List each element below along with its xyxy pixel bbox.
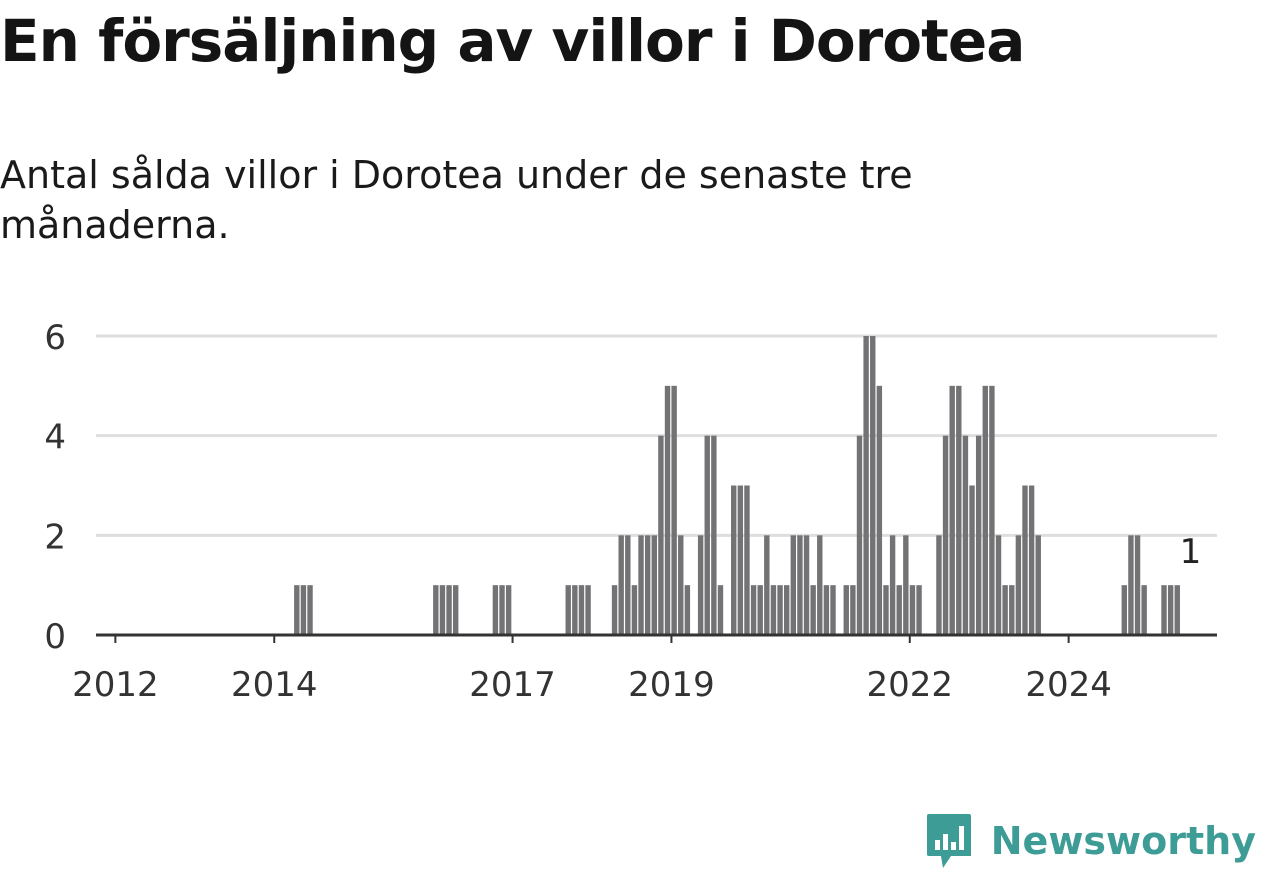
bar [830, 585, 836, 635]
bar [1015, 535, 1022, 635]
bar [711, 435, 717, 635]
y-tick-label: 4 [44, 418, 66, 458]
highlight-value-label: 1 [1180, 532, 1202, 572]
bar [783, 585, 790, 635]
bar [936, 535, 942, 635]
bar [585, 585, 591, 635]
bar [638, 535, 644, 635]
bar [790, 535, 796, 635]
y-tick-label: 0 [44, 617, 66, 657]
bar [300, 585, 307, 635]
bar [731, 485, 737, 635]
bar [704, 435, 710, 635]
bar [744, 485, 750, 635]
bar [658, 435, 664, 635]
bar [492, 585, 499, 635]
bar [439, 585, 446, 635]
bar [823, 585, 830, 635]
bar [803, 535, 810, 635]
bar [989, 385, 995, 635]
bar [678, 535, 684, 635]
bar [1167, 585, 1174, 635]
bar [903, 535, 909, 635]
bar [697, 535, 704, 635]
bar [578, 585, 585, 635]
bar [671, 385, 677, 635]
bar [942, 435, 949, 635]
bar [843, 585, 849, 635]
bar [810, 585, 816, 635]
bar [850, 585, 856, 635]
chart-title: En försäljning av villor i Dorotea [0, 7, 1025, 75]
bar [770, 585, 777, 635]
bar [956, 385, 962, 635]
bar [307, 585, 313, 635]
bar [1028, 485, 1035, 635]
bar [797, 535, 803, 635]
bar [618, 535, 624, 635]
bar [896, 585, 902, 635]
bar [631, 585, 638, 635]
bar [1134, 535, 1141, 635]
bar [505, 585, 512, 635]
newsworthy-logo-icon [926, 814, 971, 868]
x-tick-label: 2017 [469, 665, 556, 705]
bar [863, 336, 869, 635]
x-tick-label: 2012 [72, 665, 159, 705]
bar [1035, 535, 1041, 635]
bar [969, 485, 975, 635]
bar [684, 585, 691, 635]
bar [1128, 535, 1134, 635]
bar [757, 585, 763, 635]
bar [499, 585, 505, 635]
brand-name: Newsworthy [990, 819, 1256, 863]
bar-chart: 0 2 4 6 1 2012 2014 2017 2019 2022 2024 [44, 318, 1217, 705]
bar [982, 385, 988, 635]
bar [651, 535, 657, 635]
bar [1141, 585, 1147, 635]
bar [737, 485, 744, 635]
bar [764, 535, 770, 635]
bar [572, 585, 578, 635]
bar [870, 336, 876, 635]
y-tick-label: 6 [44, 318, 66, 358]
bar [565, 585, 571, 635]
x-tick-label: 2024 [1025, 665, 1112, 705]
bar [294, 585, 300, 635]
bar [433, 585, 439, 635]
y-tick-label: 2 [44, 517, 66, 557]
bar [611, 585, 618, 635]
bar [644, 535, 651, 635]
bar [876, 385, 883, 635]
bar [817, 535, 823, 635]
bar [949, 385, 955, 635]
bar [975, 435, 982, 635]
bar [1174, 585, 1180, 635]
bar [916, 585, 922, 635]
bar [1121, 585, 1127, 635]
bar [750, 585, 757, 635]
bar [962, 435, 969, 635]
bar [1002, 585, 1008, 635]
bar [1022, 485, 1028, 635]
x-tick-label: 2022 [866, 665, 953, 705]
bar [1009, 585, 1015, 635]
x-tick-label: 2014 [231, 665, 318, 705]
x-tick-label: 2019 [628, 665, 715, 705]
bar [889, 535, 896, 635]
bar [777, 585, 783, 635]
bar [1161, 585, 1167, 635]
bar [717, 585, 724, 635]
brand-footer: Newsworthy [925, 811, 1256, 871]
bar [664, 385, 671, 635]
bar [856, 435, 863, 635]
chart-subtitle: Antal sålda villor i Dorotea under de se… [0, 153, 913, 247]
bar [452, 585, 459, 635]
bar [883, 585, 889, 635]
bar [446, 585, 452, 635]
bar [909, 585, 916, 635]
bar [995, 535, 1002, 635]
bar [625, 535, 631, 635]
